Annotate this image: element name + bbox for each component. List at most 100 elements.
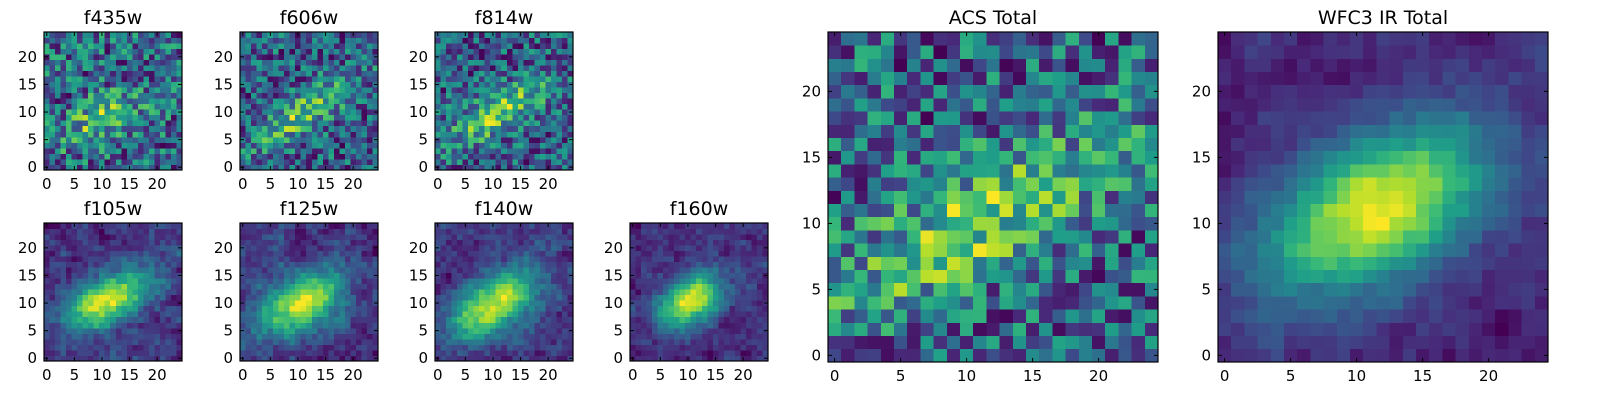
heatmap-cell: [154, 65, 161, 72]
heatmap-cell: [143, 234, 150, 240]
heatmap-cell: [484, 245, 491, 251]
heatmap-cell: [495, 311, 502, 318]
heatmap-cell: [328, 98, 335, 105]
heatmap-cell: [657, 278, 664, 285]
heatmap-cell: [685, 256, 692, 263]
heatmap-cell: [473, 289, 480, 296]
heatmap-cell: [93, 142, 100, 149]
heatmap-cell: [49, 283, 56, 290]
heatmap-cell: [495, 147, 502, 154]
heatmap-cell: [446, 81, 452, 88]
heatmap-cell: [867, 230, 882, 244]
heatmap-cell: [240, 103, 246, 110]
heatmap-cell: [339, 289, 346, 296]
heatmap-cell: [137, 256, 144, 263]
heatmap-cell: [289, 76, 296, 83]
heatmap-cell: [561, 109, 568, 116]
heatmap-cell: [240, 158, 246, 165]
heatmap-cell: [344, 65, 351, 72]
heatmap-cell: [328, 109, 335, 116]
heatmap-cell: [148, 136, 155, 143]
heatmap-cell: [350, 294, 357, 301]
heatmap-cell: [317, 164, 324, 171]
heatmap-cell: [556, 311, 563, 318]
x-tick-label: 10: [678, 366, 697, 384]
heatmap-cell: [44, 316, 50, 323]
heatmap-cell: [148, 316, 155, 323]
heatmap-cell: [657, 272, 664, 279]
heatmap-cell: [366, 228, 373, 235]
heatmap-cell: [295, 294, 302, 301]
heatmap-cell: [512, 158, 519, 165]
panel-title: f160w: [670, 198, 729, 220]
heatmap-cell: [159, 48, 166, 55]
heatmap-cell: [121, 256, 128, 263]
heatmap-cell: [339, 81, 346, 88]
heatmap-cell: [71, 267, 78, 274]
heatmap-cell: [256, 158, 263, 165]
heatmap-cell: [718, 223, 725, 229]
heatmap-cell: [66, 333, 72, 340]
heatmap-cell: [685, 278, 692, 285]
heatmap-cell: [355, 305, 362, 312]
heatmap-cell: [657, 327, 664, 334]
heatmap-cell: [468, 305, 475, 312]
heatmap-cell: [132, 37, 139, 44]
heatmap-cell: [446, 278, 452, 285]
heatmap-cell: [132, 239, 139, 246]
heatmap-cell: [267, 65, 274, 72]
heatmap-cell: [159, 54, 166, 60]
heatmap-cell: [451, 316, 458, 323]
heatmap-cell: [539, 54, 546, 60]
heatmap-cell: [668, 349, 675, 356]
heatmap-cell: [674, 349, 681, 356]
heatmap-cell: [300, 305, 307, 312]
x-tick-label: 20: [148, 175, 167, 193]
heatmap-cell: [734, 250, 741, 257]
heatmap-cell: [121, 311, 128, 318]
heatmap-cell: [245, 153, 252, 160]
heatmap-cell: [306, 272, 313, 279]
heatmap-cell: [495, 294, 502, 301]
heatmap-cell: [880, 309, 895, 323]
heatmap-cell: [920, 216, 934, 231]
heatmap-cell: [60, 32, 67, 38]
heatmap-cell: [712, 239, 719, 246]
y-tick-label: 15: [214, 75, 233, 93]
heatmap-cell: [300, 59, 307, 66]
heatmap-cell: [77, 245, 84, 251]
heatmap-cell: [451, 333, 458, 340]
heatmap-cell: [999, 309, 1014, 323]
heatmap-cell: [104, 131, 111, 138]
heatmap-cell: [506, 278, 513, 285]
heatmap-cell: [256, 37, 263, 44]
heatmap-cell: [539, 272, 546, 279]
heatmap-cell: [317, 147, 324, 154]
heatmap-cell: [251, 338, 257, 345]
heatmap-cell: [240, 256, 246, 263]
heatmap-cell: [751, 289, 758, 296]
heatmap-cell: [240, 338, 246, 345]
heatmap-cell: [295, 147, 302, 154]
heatmap-cell: [278, 37, 285, 44]
heatmap-cell: [446, 131, 452, 138]
heatmap-cell: [154, 283, 161, 290]
heatmap-cell: [71, 158, 78, 165]
heatmap-cell: [278, 70, 285, 77]
heatmap-cell: [278, 125, 285, 132]
heatmap-cell: [646, 239, 653, 246]
heatmap-cell: [165, 234, 172, 240]
heatmap-cell: [284, 48, 291, 55]
heatmap-cell: [60, 261, 67, 268]
heatmap-cell: [1052, 296, 1066, 310]
heatmap-cell: [66, 81, 72, 88]
heatmap-cell: [745, 272, 752, 279]
heatmap-cell: [539, 142, 546, 149]
heatmap-cell: [322, 125, 329, 132]
heatmap-cell: [435, 267, 441, 274]
heatmap-cell: [262, 32, 268, 38]
heatmap-cell: [159, 333, 166, 340]
heatmap-cell: [517, 338, 524, 345]
heatmap-cell: [1052, 282, 1066, 297]
